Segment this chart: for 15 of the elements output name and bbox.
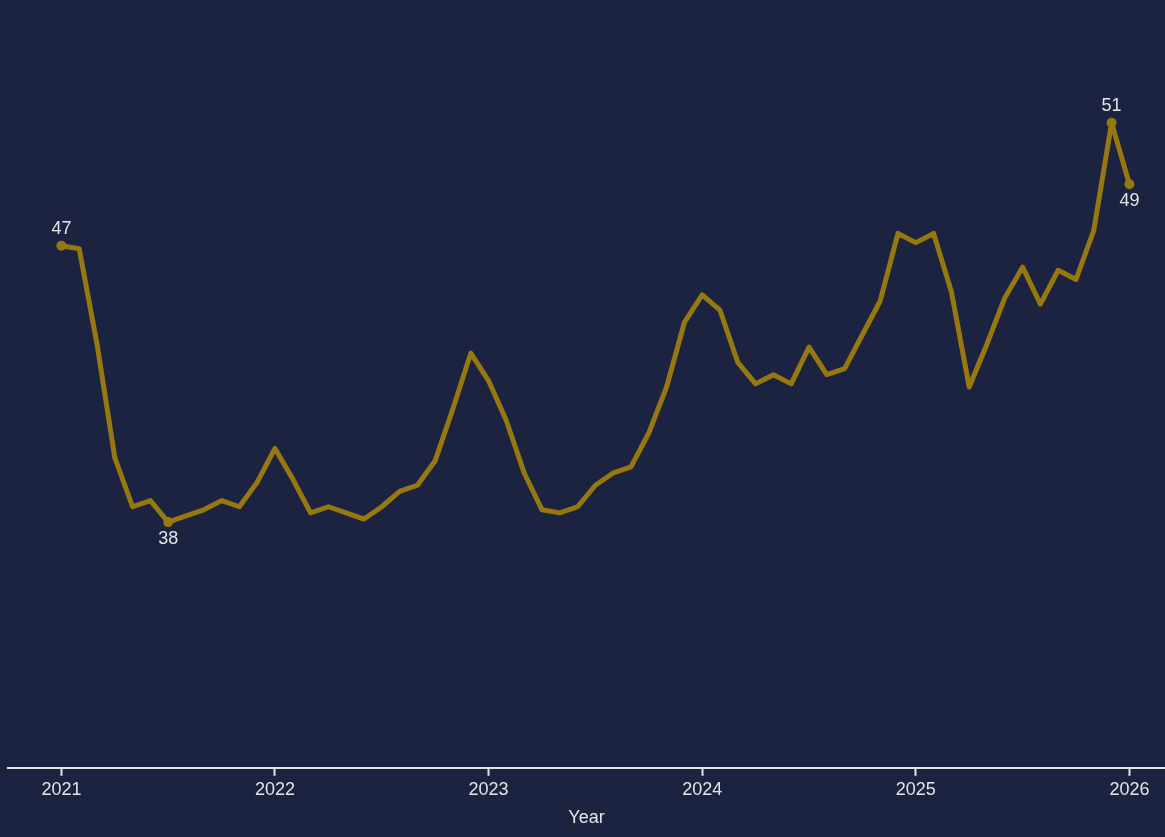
x-tick-label: 2024 <box>682 778 723 799</box>
point <box>56 240 67 251</box>
point <box>1124 179 1135 190</box>
x-tick-label: 2023 <box>468 778 509 799</box>
x-tick-label: 2022 <box>254 778 296 799</box>
x-axis-title: Year <box>568 807 605 828</box>
data-label: 51 <box>1101 94 1122 115</box>
data-label: 38 <box>158 528 179 549</box>
x-tick-label: 2021 <box>41 778 82 799</box>
point <box>163 517 174 528</box>
data-label: 49 <box>1119 190 1140 211</box>
point <box>1106 117 1117 128</box>
x-tick-label: 2026 <box>1109 778 1150 799</box>
x-tick-label: 2025 <box>895 778 936 799</box>
data-label: 47 <box>51 217 72 238</box>
